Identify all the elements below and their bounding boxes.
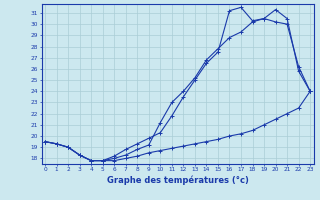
- X-axis label: Graphe des températures (°c): Graphe des températures (°c): [107, 175, 249, 185]
